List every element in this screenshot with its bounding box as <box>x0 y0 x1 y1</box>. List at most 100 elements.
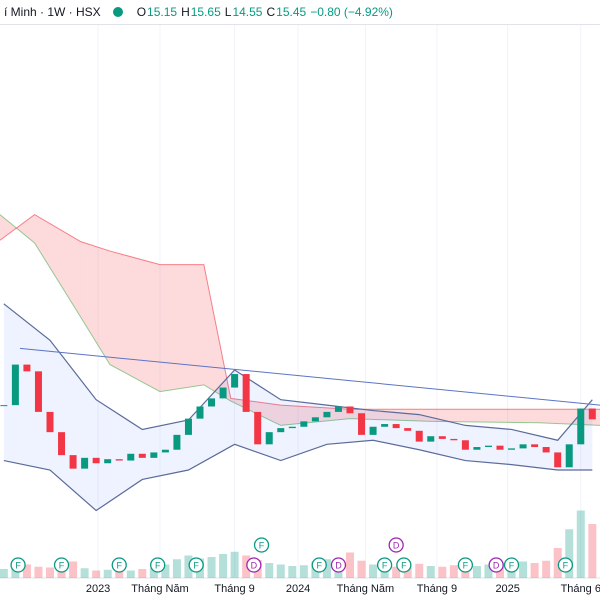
x-tick-label: Tháng Năm <box>337 583 394 595</box>
event-circle <box>557 557 574 573</box>
volume-bar <box>426 566 435 578</box>
volume-bar <box>403 567 412 578</box>
symbol[interactable]: í Minh · 1W · HSX <box>4 5 101 19</box>
event-label: F <box>259 540 265 550</box>
candle <box>334 406 342 412</box>
event-marker: F <box>376 557 393 573</box>
event-circle <box>396 557 412 573</box>
band-line <box>3 439 593 512</box>
cloud-segment <box>538 409 600 426</box>
candle <box>531 444 539 448</box>
candle <box>208 398 216 407</box>
event-label: F <box>316 560 322 570</box>
candle <box>473 447 481 450</box>
volume-bar <box>588 524 597 578</box>
volume-bar <box>161 564 170 578</box>
candle <box>161 449 169 453</box>
x-tick-label: 2024 <box>286 583 310 595</box>
candle <box>588 408 596 420</box>
event-marker: F <box>503 557 520 573</box>
candle <box>346 406 354 414</box>
candle <box>231 374 239 388</box>
volume-bar <box>22 564 31 578</box>
event-circle <box>246 557 262 573</box>
candle <box>138 453 146 458</box>
candle <box>323 411 331 418</box>
volume-bar <box>242 555 251 578</box>
ohlc-value: 15.15 <box>147 5 178 19</box>
cloud-line <box>0 213 600 410</box>
volume-bar <box>357 560 366 578</box>
volume-bar <box>230 551 239 578</box>
candle <box>58 432 66 456</box>
volume-bar <box>530 563 539 578</box>
change: −0.80 (−4.92%) <box>310 5 393 19</box>
candle <box>34 371 42 412</box>
volume-bar <box>472 566 481 578</box>
event-circle <box>488 557 504 573</box>
candle <box>542 447 550 453</box>
volume-bar <box>369 564 378 578</box>
event-circle <box>503 557 520 573</box>
candle <box>427 436 435 442</box>
volume-bar <box>346 552 354 578</box>
event-marker: F <box>557 557 574 573</box>
legend-header: í Minh · 1W · HSX O15.15 H15.65 L14.55 C15.… <box>0 0 600 25</box>
event-label: F <box>15 560 21 570</box>
event-marker: F <box>188 557 204 573</box>
volume-bar <box>542 560 551 578</box>
candle <box>104 459 112 464</box>
visibility-icon[interactable] <box>112 7 123 17</box>
candle <box>508 448 516 450</box>
event-marker: D <box>330 557 347 573</box>
event-circle <box>188 557 204 573</box>
volume-bar <box>149 568 158 578</box>
event-circle <box>311 557 327 573</box>
candle <box>265 432 273 445</box>
volume-bar <box>438 566 447 578</box>
volume-bar <box>138 569 147 578</box>
volume-bar <box>172 559 181 578</box>
event-marker: D <box>488 557 504 573</box>
event-label: F <box>563 560 569 570</box>
event-label: D <box>251 560 258 570</box>
candle <box>184 418 192 435</box>
candle <box>392 424 400 429</box>
ohlc-key: H <box>181 5 190 19</box>
candle <box>519 444 527 449</box>
volume-bar <box>565 529 574 578</box>
band-line <box>3 303 593 441</box>
event-label: F <box>401 560 407 570</box>
event-circle <box>330 557 347 573</box>
event-marker: F <box>53 557 70 573</box>
candle <box>358 413 366 435</box>
candle <box>277 428 285 433</box>
ohlc-value: 15.65 <box>190 5 221 19</box>
cloud-segment <box>160 264 204 392</box>
event-marker: F <box>396 557 412 573</box>
cloud-segment <box>34 214 81 318</box>
event-label: D <box>493 560 500 570</box>
candle <box>196 406 204 419</box>
cloud-segment <box>110 251 160 392</box>
event-marker: F <box>253 537 270 553</box>
volume-bar <box>322 559 331 578</box>
event-circle <box>253 537 270 553</box>
event-label: F <box>463 560 469 570</box>
event-circle <box>457 557 474 573</box>
event-label: F <box>509 560 515 570</box>
candle <box>369 426 377 435</box>
volume-bar <box>126 570 135 578</box>
event-label: F <box>116 560 122 570</box>
candle <box>415 430 423 442</box>
event-label: D <box>335 560 342 570</box>
candle <box>404 428 412 431</box>
volume-bar <box>103 569 112 578</box>
volume-bar <box>184 555 193 578</box>
candle <box>288 426 296 429</box>
event-marker: F <box>10 557 26 573</box>
volume-bar <box>519 561 528 578</box>
candle <box>23 364 31 372</box>
